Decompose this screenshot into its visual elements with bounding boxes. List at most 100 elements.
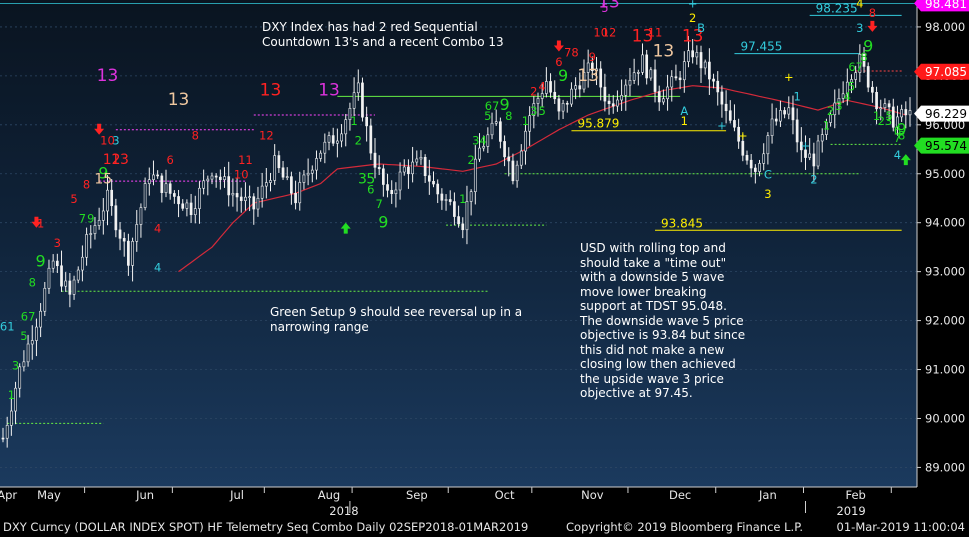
td-count-label: 5 bbox=[366, 172, 375, 188]
price-bar-body bbox=[657, 91, 661, 103]
price-bar-body bbox=[624, 84, 628, 96]
price-bar-body bbox=[586, 62, 590, 73]
price-bar-body bbox=[110, 189, 114, 207]
axis-background bbox=[917, 0, 969, 518]
td-count-label: 1 bbox=[873, 109, 880, 123]
signal-arrow-icon bbox=[340, 222, 351, 234]
price-bar-body bbox=[43, 287, 47, 312]
price-bar-body bbox=[206, 178, 210, 182]
td-count-label: 4 bbox=[154, 261, 161, 275]
td-count-label: 2 bbox=[827, 104, 834, 118]
price-bar-body bbox=[461, 223, 465, 231]
td-count-label: 15 bbox=[94, 172, 112, 188]
td-count-label: 13 bbox=[97, 66, 119, 86]
td-count-label: 13 bbox=[577, 66, 599, 86]
td-count-label: 3 bbox=[358, 172, 367, 188]
td-count-label: 9 bbox=[863, 36, 873, 55]
price-bar-body bbox=[181, 203, 185, 209]
td-count-label: 4 bbox=[894, 148, 901, 162]
price-bar-body bbox=[574, 85, 577, 90]
x-tick-label: Jun bbox=[135, 488, 154, 502]
price-bar-body bbox=[22, 361, 26, 368]
td-count-label: 67 bbox=[21, 310, 36, 324]
price-bar-body bbox=[60, 265, 63, 287]
price-bar-body bbox=[72, 279, 76, 295]
price-bar-body bbox=[260, 185, 264, 199]
price-bar-body bbox=[595, 68, 598, 72]
price-bar-body bbox=[160, 175, 164, 193]
price-bar-body bbox=[833, 102, 837, 116]
td-count-label: 13 bbox=[632, 27, 654, 47]
price-bar-body bbox=[55, 260, 59, 267]
signal-arrow-icon bbox=[31, 216, 42, 228]
price-bar-body bbox=[135, 224, 139, 242]
price-bar-body bbox=[649, 69, 653, 79]
td-count-label: 4 bbox=[856, 0, 863, 10]
price-bar-body bbox=[845, 81, 849, 95]
price-bar-body bbox=[666, 86, 669, 100]
price-bar-body bbox=[14, 387, 17, 412]
price-bar-body bbox=[766, 135, 770, 155]
price-bar-body bbox=[887, 103, 891, 108]
td-count-label: 1 bbox=[823, 119, 830, 133]
td-count-label: 12 bbox=[259, 128, 274, 142]
price-bar-body bbox=[68, 280, 72, 295]
price-bar-body bbox=[323, 141, 327, 154]
td-count-label: 67 bbox=[485, 99, 500, 113]
price-label-box bbox=[914, 105, 969, 122]
price-bar-body bbox=[578, 85, 582, 90]
price-bar-body bbox=[331, 135, 335, 144]
price-bar-body bbox=[327, 135, 331, 143]
price-bar-body bbox=[76, 269, 80, 281]
price-bar-body bbox=[269, 180, 272, 183]
price-bar-body bbox=[164, 183, 168, 193]
x-tick-label: Nov bbox=[581, 488, 604, 502]
price-bar-body bbox=[708, 61, 711, 80]
y-tick-label: 91.000 bbox=[925, 363, 965, 377]
price-bar-body bbox=[469, 191, 473, 202]
td-count-label: 1 bbox=[459, 192, 466, 206]
price-bar-body bbox=[390, 190, 394, 195]
price-bar-body bbox=[779, 110, 782, 122]
td-count-label: 8 bbox=[192, 128, 199, 142]
y-axis: 89.000 90.000 91.000 92.000 93.000 94.000 95.0… bbox=[914, 0, 969, 487]
price-bar-body bbox=[5, 425, 9, 439]
level-label: 93.845 bbox=[661, 216, 703, 230]
td-count-label: + bbox=[801, 138, 811, 152]
td-count-label: 9 bbox=[589, 50, 596, 64]
price-bar-body bbox=[804, 149, 807, 158]
price-bar-body bbox=[557, 98, 561, 112]
td-count-label: 8 bbox=[83, 177, 90, 191]
price-bar-body bbox=[306, 172, 310, 176]
price-bar-body bbox=[816, 140, 820, 167]
price-bar-body bbox=[177, 196, 180, 205]
price-bar-body bbox=[641, 54, 644, 73]
td-count-label: 5 bbox=[848, 80, 855, 94]
price-bar-body bbox=[386, 184, 389, 191]
price-bar-body bbox=[118, 229, 122, 239]
td-count-label: 11 bbox=[238, 153, 253, 167]
y-tick-label: 93.000 bbox=[925, 265, 965, 279]
td-count-label: 13 bbox=[111, 152, 129, 168]
price-bar-body bbox=[645, 54, 649, 79]
price-bar-body bbox=[825, 122, 828, 135]
price-bar-body bbox=[97, 220, 101, 226]
td-count-label: 4 bbox=[844, 89, 851, 103]
signal-arrow-icon bbox=[553, 40, 564, 52]
td-count-label: 1 bbox=[681, 114, 688, 128]
td-count-label: 61 bbox=[0, 319, 15, 333]
price-bar-body bbox=[812, 153, 816, 167]
price-bar-body bbox=[248, 196, 251, 198]
price-bar-body bbox=[486, 134, 490, 147]
price-bar-body bbox=[198, 187, 201, 209]
price-bar-body bbox=[244, 196, 247, 201]
price-bar-body bbox=[599, 68, 603, 88]
td-count-label: 10 bbox=[234, 168, 249, 182]
price-bar-body bbox=[724, 103, 728, 112]
price-bar-body bbox=[81, 256, 84, 271]
td-count-label: + bbox=[717, 119, 727, 133]
price-bar-body bbox=[147, 179, 151, 184]
price-bar-body bbox=[415, 158, 419, 163]
year-label: 2018 bbox=[329, 504, 358, 518]
td-count-label: 5 bbox=[601, 1, 608, 15]
